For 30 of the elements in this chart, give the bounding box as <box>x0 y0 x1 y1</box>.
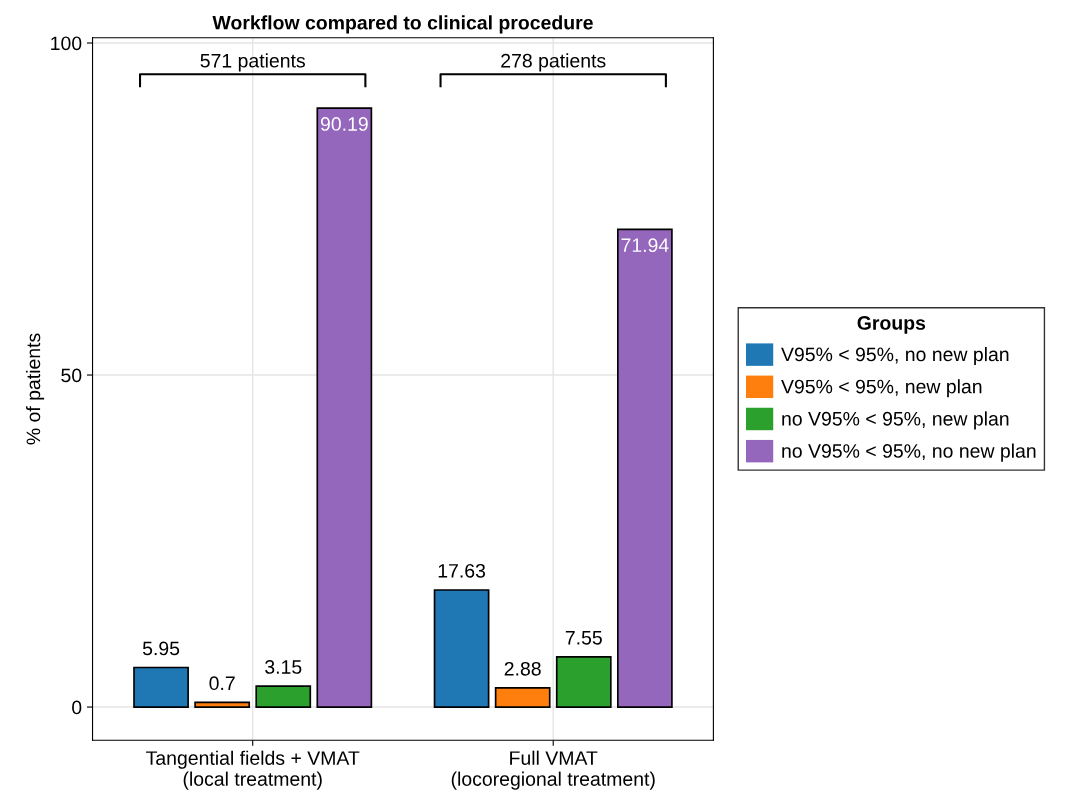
x-tick-label: Full VMAT (locoregional treatment) <box>451 750 655 790</box>
data-label: 17.63 <box>438 563 486 578</box>
bar <box>555 656 612 708</box>
x-tick-label: Tangential fields + VMAT (local treatment) <box>146 750 360 790</box>
chart-title: Workflow compared to clinical procedure <box>212 15 593 34</box>
data-label: 71.94 <box>621 238 669 253</box>
data-label: 90.19 <box>320 117 368 131</box>
y-tick-label: 100 <box>51 36 82 51</box>
y-tick-label: 0 <box>72 700 82 715</box>
bar <box>433 589 490 708</box>
bar <box>316 107 373 708</box>
legend-title: Groups <box>857 316 926 334</box>
legend-label: V95% < 95%, new plan <box>781 379 982 398</box>
legend-label: no V95% < 95%, new plan <box>782 411 1009 430</box>
legend-label: no V95% < 95%, no new plan <box>782 443 1036 462</box>
bar <box>194 701 251 708</box>
y-axis-title: % of patients <box>26 333 45 445</box>
bar <box>133 666 189 708</box>
bar <box>255 685 312 708</box>
data-label: 5.95 <box>142 641 180 656</box>
annotation: 571 patients <box>200 53 305 72</box>
y-tick-label: 50 <box>61 368 82 383</box>
bar <box>494 687 551 708</box>
data-label: 2.88 <box>504 661 541 676</box>
data-label: 3.15 <box>265 660 302 674</box>
bar <box>616 228 673 708</box>
annotation: 278 patients <box>501 53 606 72</box>
data-label: 0.7 <box>209 676 235 691</box>
data-label: 7.55 <box>565 631 602 645</box>
legend-label: V95% < 95%, no new plan <box>781 347 1009 366</box>
